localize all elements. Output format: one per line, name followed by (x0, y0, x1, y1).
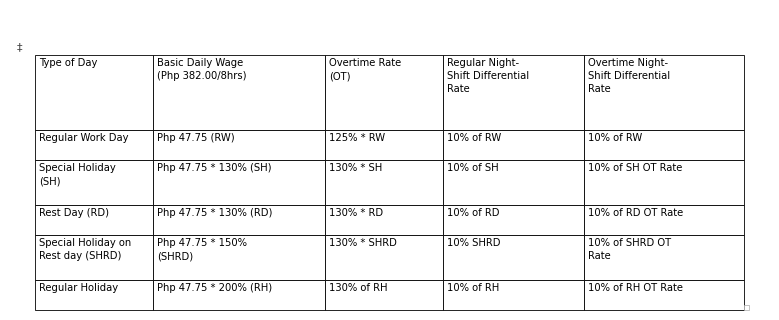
Text: Special Holiday on
Rest day (SHRD): Special Holiday on Rest day (SHRD) (39, 238, 131, 261)
Text: Special Holiday
(SH): Special Holiday (SH) (39, 163, 116, 186)
Text: ‡: ‡ (17, 42, 23, 52)
Text: Regular Night-
Shift Differential
Rate: Regular Night- Shift Differential Rate (447, 58, 529, 94)
Bar (744, 305, 749, 310)
Bar (153, 205, 325, 235)
Text: 10% of RD: 10% of RD (447, 208, 499, 218)
Bar (35, 130, 153, 160)
Bar (443, 160, 584, 205)
Text: Php 47.75 * 130% (RD): Php 47.75 * 130% (RD) (157, 208, 273, 218)
Bar (325, 235, 443, 280)
Bar (443, 280, 584, 310)
Text: 130% of RH: 130% of RH (329, 283, 387, 293)
Bar (443, 130, 584, 160)
Bar (325, 130, 443, 160)
Text: Regular Holiday: Regular Holiday (39, 283, 118, 293)
Text: Php 47.75 * 150%
(SHRD): Php 47.75 * 150% (SHRD) (157, 238, 247, 261)
Text: 10% of SHRD OT
Rate: 10% of SHRD OT Rate (588, 238, 671, 261)
Text: Overtime Night-
Shift Differential
Rate: Overtime Night- Shift Differential Rate (588, 58, 670, 94)
Bar (584, 130, 744, 160)
Text: 10% of RD OT Rate: 10% of RD OT Rate (588, 208, 683, 218)
Bar (443, 55, 584, 130)
Bar (325, 205, 443, 235)
Text: Type of Day: Type of Day (39, 58, 97, 68)
Text: 10% of RH: 10% of RH (447, 283, 499, 293)
Bar (35, 55, 153, 130)
Bar (325, 55, 443, 130)
Bar (443, 205, 584, 235)
Text: Regular Work Day: Regular Work Day (39, 133, 129, 143)
Bar (443, 235, 584, 280)
Bar (584, 235, 744, 280)
Text: 10% of SH: 10% of SH (447, 163, 499, 173)
Text: 125% * RW: 125% * RW (329, 133, 385, 143)
Text: 10% of SH OT Rate: 10% of SH OT Rate (588, 163, 682, 173)
Bar (35, 280, 153, 310)
Bar (584, 55, 744, 130)
Bar (153, 55, 325, 130)
Bar (153, 280, 325, 310)
Bar (325, 160, 443, 205)
Text: 10% of RW: 10% of RW (588, 133, 642, 143)
Bar (35, 235, 153, 280)
Bar (584, 205, 744, 235)
Bar (35, 205, 153, 235)
Text: Overtime Rate
(OT): Overtime Rate (OT) (329, 58, 401, 81)
Text: Php 47.75 (RW): Php 47.75 (RW) (157, 133, 234, 143)
Text: Php 47.75 * 130% (SH): Php 47.75 * 130% (SH) (157, 163, 272, 173)
Text: Basic Daily Wage
(Php 382.00/8hrs): Basic Daily Wage (Php 382.00/8hrs) (157, 58, 246, 81)
Text: 130% * SH: 130% * SH (329, 163, 382, 173)
Bar (584, 280, 744, 310)
Text: 10% of RH OT Rate: 10% of RH OT Rate (588, 283, 683, 293)
Bar (153, 130, 325, 160)
Text: 130% * RD: 130% * RD (329, 208, 383, 218)
Bar (153, 235, 325, 280)
Bar (35, 160, 153, 205)
Text: Rest Day (RD): Rest Day (RD) (39, 208, 109, 218)
Text: Php 47.75 * 200% (RH): Php 47.75 * 200% (RH) (157, 283, 272, 293)
Bar (584, 160, 744, 205)
Text: 10% of RW: 10% of RW (447, 133, 501, 143)
Text: 130% * SHRD: 130% * SHRD (329, 238, 397, 248)
Bar (153, 160, 325, 205)
Text: 10% SHRD: 10% SHRD (447, 238, 500, 248)
Bar (325, 280, 443, 310)
